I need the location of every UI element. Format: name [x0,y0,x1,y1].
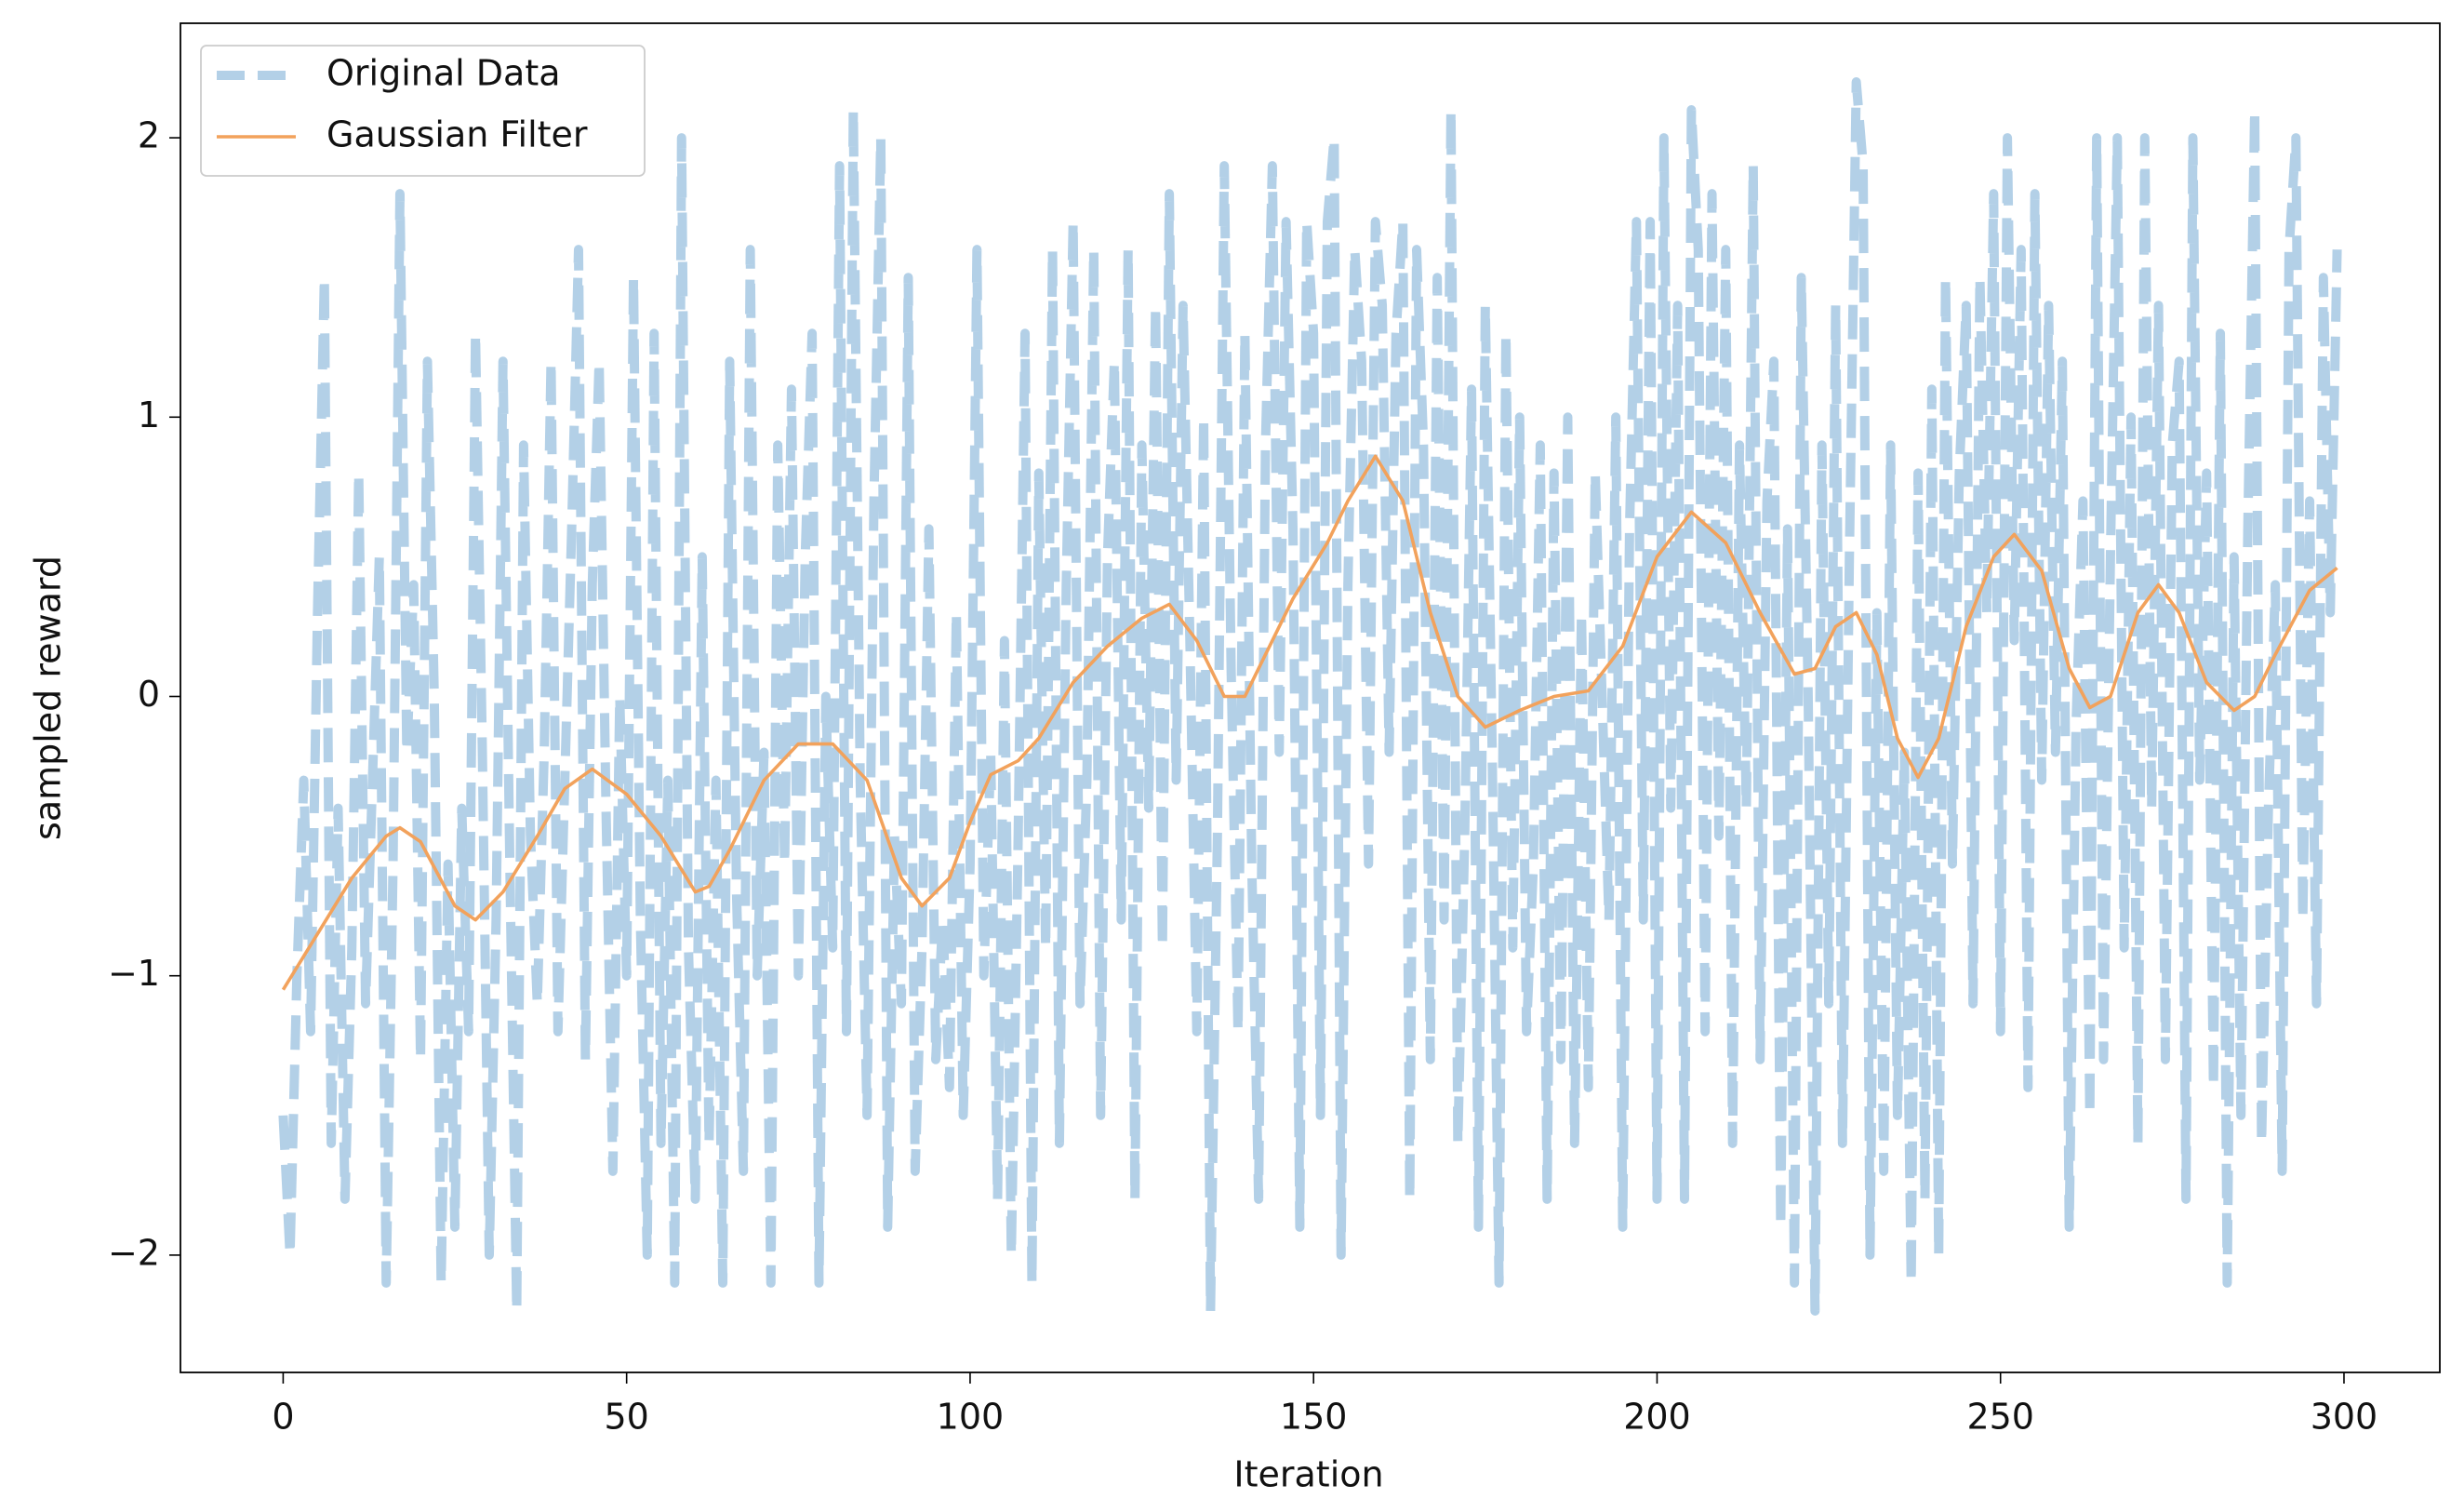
legend-label: Gaussian Filter [326,114,588,155]
x-tick-label: 0 [272,1397,294,1438]
axes-frame [180,22,2441,1373]
y-tick-label: −1 [108,953,160,994]
x-tick-label: 150 [1280,1397,1348,1438]
x-tick-label: 200 [1623,1397,1691,1438]
y-tick-label: −2 [108,1232,160,1273]
data-line [278,77,2342,1316]
x-axis-label: Iteration [1233,1454,1383,1495]
x-tick-label: 50 [604,1397,648,1438]
legend-label: Original Data [326,53,561,94]
y-tick-label: 2 [138,115,160,156]
y-axis-label: sampled reward [28,555,69,840]
x-tick-label: 300 [2311,1397,2378,1438]
y-tick-label: 0 [138,674,160,715]
data-line [281,454,2338,991]
x-tick-label: 250 [1966,1397,2034,1438]
y-tick-label: 1 [138,395,160,435]
x-tick-label: 100 [937,1397,1005,1438]
legend-box [200,45,646,177]
